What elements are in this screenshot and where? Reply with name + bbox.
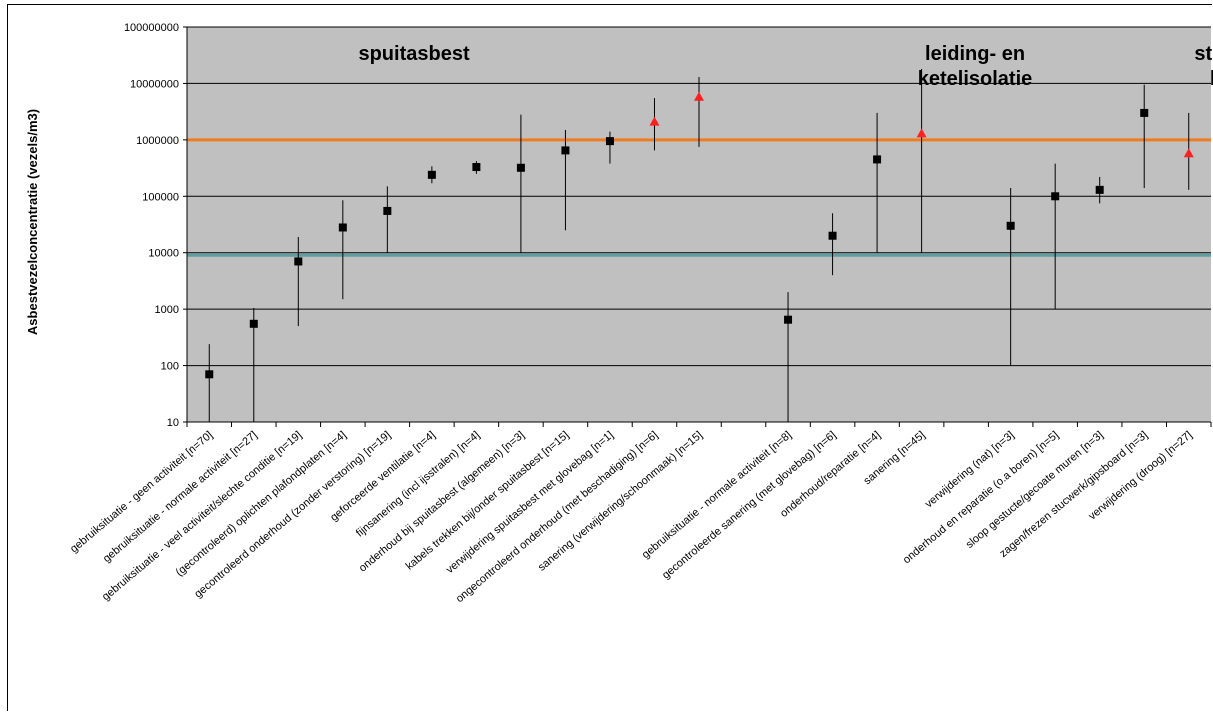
y-tick-label: 10 xyxy=(167,417,179,429)
data-point-square xyxy=(1051,192,1060,201)
x-tick-label: sanering (verwijdering/schoonmaak) [n=15… xyxy=(536,429,705,574)
y-tick-label: 10000000 xyxy=(130,78,179,90)
data-point-triangle xyxy=(694,91,704,101)
x-tick-label: gebruiksituatie - veel activiteit/slecht… xyxy=(100,429,304,603)
data-point-triangle xyxy=(916,128,927,138)
group-label: board xyxy=(1210,68,1213,90)
y-tick-label: 10000 xyxy=(148,248,179,260)
y-tick-label: 100000000 xyxy=(124,22,179,34)
group-label: stucwerk xyxy=(1194,43,1213,65)
data-point-square xyxy=(427,170,436,179)
data-point-square xyxy=(784,315,793,324)
group-label: ketelisolatie xyxy=(918,68,1033,90)
data-point-square xyxy=(383,206,392,215)
group-label: spuitasbest xyxy=(358,43,469,65)
data-point-square xyxy=(205,370,214,379)
data-point-square xyxy=(294,257,303,266)
y-axis-title: Asbestvezelconcentratie (vezels/m3) xyxy=(25,109,40,335)
data-point-square xyxy=(605,137,614,146)
x-tick-label: ongecontroleerd onderhoud (met beschadig… xyxy=(454,429,661,605)
data-point-square xyxy=(249,319,258,328)
data-point-square xyxy=(1006,221,1015,230)
x-tick-label: gebruiksituatie - normale activiteit [n=… xyxy=(640,429,794,561)
data-point-square xyxy=(338,223,347,232)
y-tick-label: 100000 xyxy=(142,191,179,203)
y-tick-label: 1000 xyxy=(155,304,179,316)
x-tick-label: onderhoud en reparatie (o.a boren) [n=5] xyxy=(901,429,1061,566)
data-point-square xyxy=(1095,185,1104,194)
x-tick-label: (gecontroleerd) oplichten plafondplaten … xyxy=(174,429,349,579)
data-point-square xyxy=(472,163,481,172)
x-tick-label: onderhoud bij spuitasbest (algemeen) [n=… xyxy=(357,429,527,574)
x-tick-label: gebruiksituatie - normale activiteit [n=… xyxy=(101,429,260,565)
data-point-triangle xyxy=(649,116,660,126)
y-tick-label: 100 xyxy=(161,361,179,373)
y-tick-label: 1000000 xyxy=(136,135,179,147)
data-point-triangle xyxy=(1183,148,1194,158)
data-point-square xyxy=(873,155,882,164)
data-point-square xyxy=(516,163,525,172)
x-tick-label: verwijdering spuitasbest met glovebag [n… xyxy=(444,429,616,576)
data-point-square xyxy=(1140,108,1149,117)
data-point-square xyxy=(828,231,837,240)
group-label: leiding- en xyxy=(925,43,1025,65)
data-point-square xyxy=(561,146,570,155)
x-tick-label: kabels trekken bij/onder spuitasbest [n=… xyxy=(404,429,572,572)
